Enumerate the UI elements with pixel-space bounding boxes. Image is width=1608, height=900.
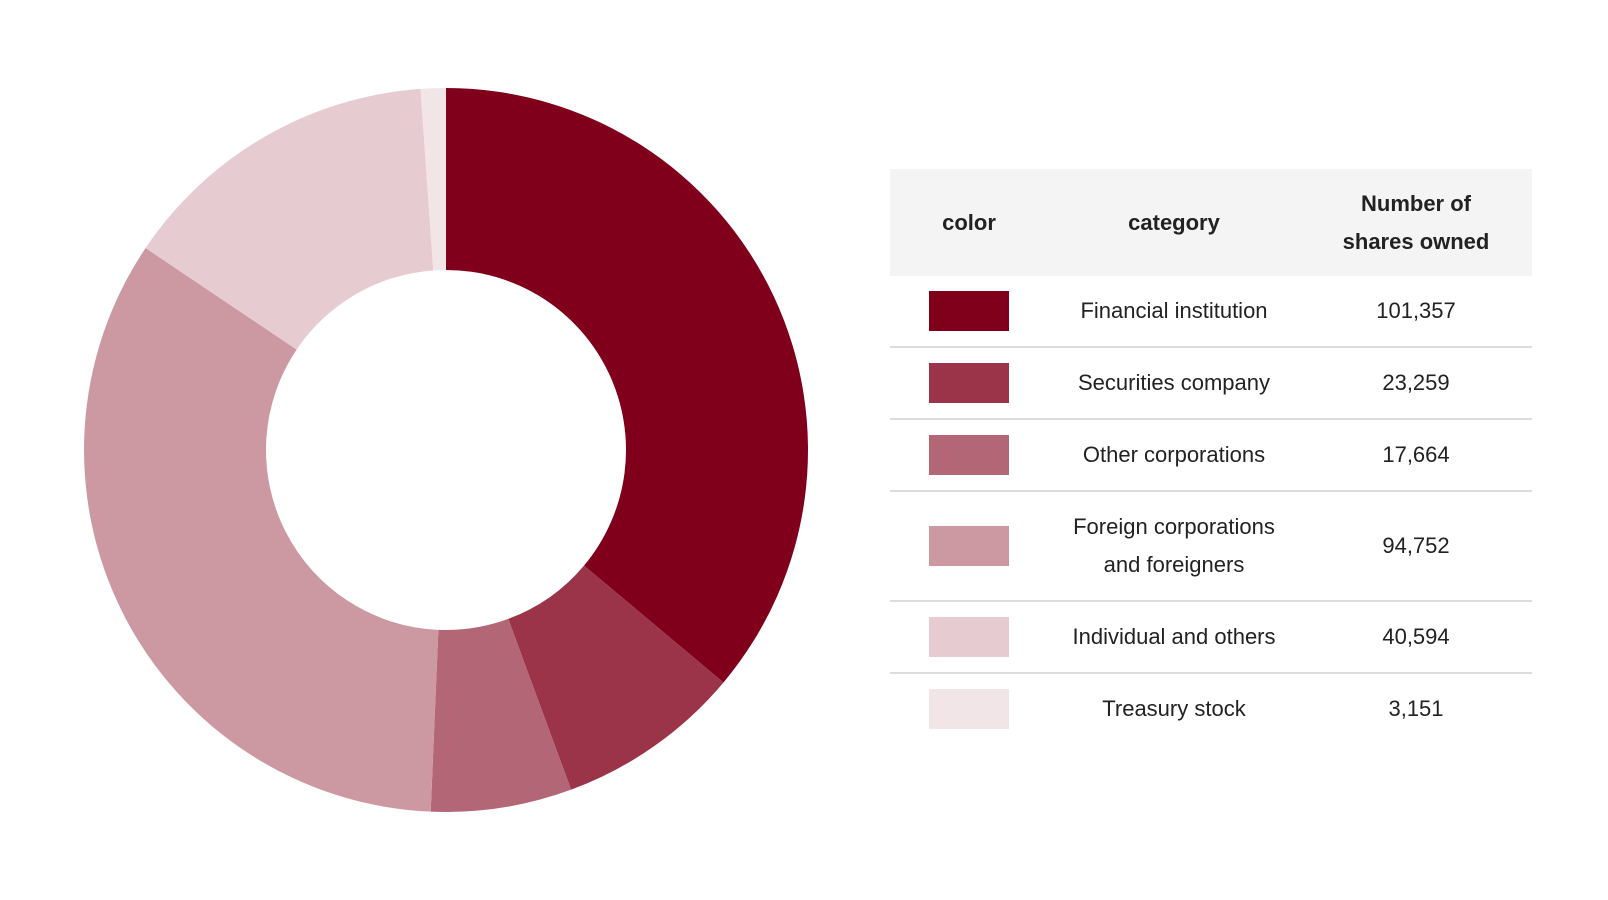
header-category: category	[1048, 169, 1300, 276]
color-swatch	[929, 689, 1009, 730]
donut-slice-treasury-stock	[420, 88, 446, 271]
legend-row: Treasury stock 3,151	[890, 673, 1532, 744]
legend-category: Other corporations	[1048, 419, 1300, 492]
legend-swatch-cell	[890, 491, 1048, 602]
legend-table: color category Number of shares owned Fi…	[890, 169, 1532, 744]
legend-category: Treasury stock	[1102, 696, 1246, 721]
donut-slice-financial-institution	[446, 88, 809, 683]
donut-slice-foreign-corporations-and-foreigners	[83, 248, 439, 812]
legend-swatch-cell	[890, 601, 1048, 674]
legend-header-row: color category Number of shares owned	[890, 169, 1532, 276]
legend-swatch-cell	[890, 673, 1048, 744]
legend-category: Financial institution	[1048, 276, 1300, 348]
legend-row: Securities company 23,259	[890, 347, 1532, 420]
legend-shares: 101,357	[1300, 276, 1532, 348]
legend-header: color category Number of shares owned	[890, 169, 1532, 276]
legend-body: Financial institution 101,357 Securities…	[890, 276, 1532, 744]
header-shares-label: Number of shares owned	[1342, 190, 1490, 254]
color-swatch	[929, 363, 1009, 404]
legend-shares: 23,259	[1300, 347, 1532, 420]
legend-shares: 3,151	[1388, 696, 1444, 721]
donut-slices	[83, 88, 809, 812]
donut-slice-other-corporations	[430, 618, 572, 812]
donut-slice-securities-company	[508, 565, 724, 790]
color-swatch	[929, 291, 1009, 332]
color-swatch	[929, 435, 1009, 476]
legend-swatch-cell	[890, 419, 1048, 492]
legend-category-cell: Foreign corporations and foreigners	[1048, 491, 1300, 602]
legend-swatch-cell	[890, 276, 1048, 348]
legend-row: Foreign corporations and foreigners 94,7…	[890, 491, 1532, 602]
legend-swatch-cell	[890, 347, 1048, 420]
legend-category: Individual and others	[1048, 601, 1300, 674]
legend-category: Foreign corporations and foreigners	[1073, 514, 1275, 577]
legend-shares: 40,594	[1300, 601, 1532, 674]
legend-row: Financial institution 101,357	[890, 276, 1532, 348]
color-swatch	[929, 526, 1009, 567]
legend-shares: 94,752	[1300, 491, 1532, 602]
donut-slice-individual-and-others	[145, 88, 434, 350]
color-swatch	[929, 617, 1009, 658]
legend-shares: 17,664	[1300, 419, 1532, 492]
legend-category: Securities company	[1048, 347, 1300, 420]
header-shares: Number of shares owned	[1300, 169, 1532, 276]
donut-chart	[83, 88, 809, 812]
legend-row: Individual and others 40,594	[890, 601, 1532, 674]
header-color: color	[890, 169, 1048, 276]
legend-row: Other corporations 17,664	[890, 419, 1532, 492]
